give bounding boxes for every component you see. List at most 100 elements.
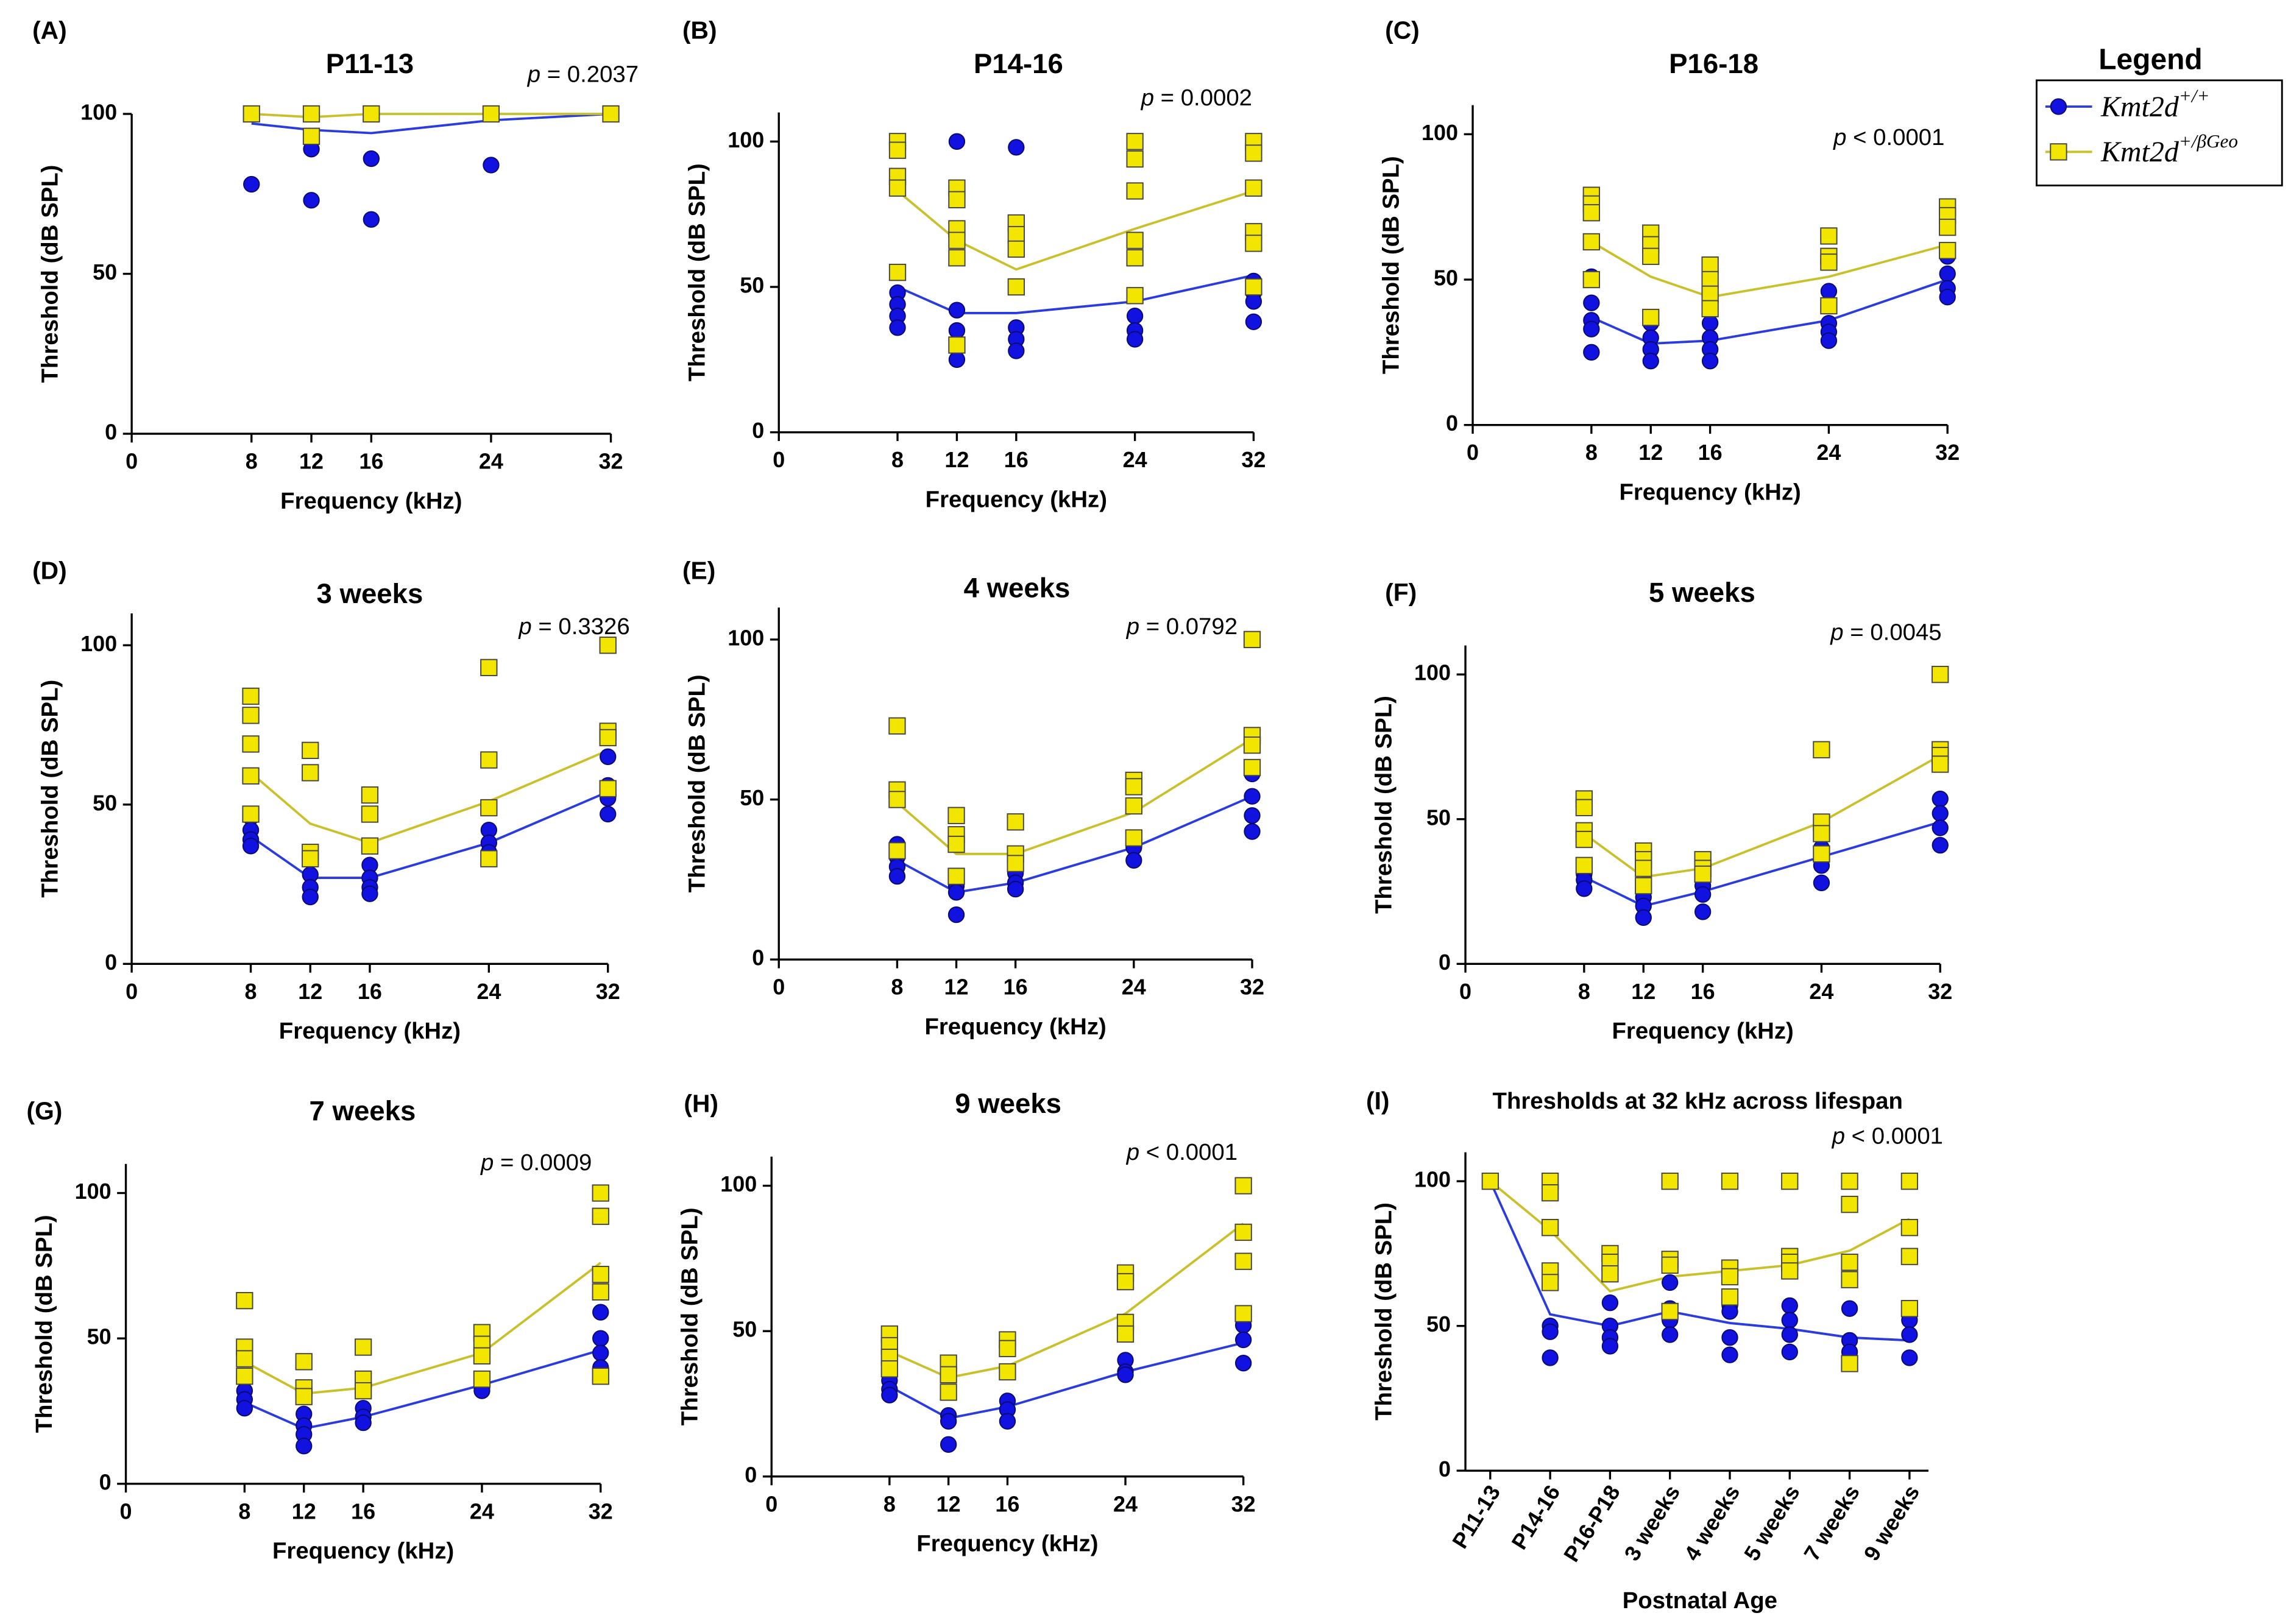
data-point — [1841, 1195, 1858, 1213]
data-point — [1125, 778, 1142, 796]
data-point — [1932, 819, 1949, 836]
data-point — [1820, 297, 1838, 315]
data-point — [1721, 1346, 1738, 1363]
data-point — [1582, 270, 1600, 289]
data-point — [1721, 1329, 1738, 1346]
data-point — [948, 231, 966, 249]
data-point — [295, 1388, 313, 1405]
data-point — [1820, 332, 1838, 349]
data-point — [1841, 1254, 1858, 1271]
mean-line — [244, 1262, 601, 1395]
data-point — [948, 351, 966, 368]
data-point — [236, 1291, 253, 1310]
y-axis-label: Threshold (dB SPL) — [1378, 156, 1404, 374]
panel-label: (C) — [1385, 16, 1420, 44]
x-tick-label: 16 — [1004, 447, 1029, 472]
p-text: = 0.0002 — [1154, 85, 1252, 111]
x-tick-label: 24 — [1809, 979, 1833, 1004]
y-tick-label: 0 — [105, 420, 117, 445]
x-tick-label: 12 — [1631, 979, 1655, 1004]
data-point — [999, 1413, 1016, 1430]
x-tick-label: 16 — [359, 449, 383, 474]
data-point — [1542, 1349, 1559, 1366]
data-point — [355, 1382, 372, 1400]
mean-line — [1489, 1181, 1910, 1342]
y-tick-label: 100 — [1414, 1167, 1451, 1192]
panel-label: (D) — [32, 557, 67, 585]
data-point — [948, 191, 966, 208]
y-tick-label: 100 — [75, 1179, 112, 1204]
data-point — [1932, 666, 1949, 683]
data-point — [1007, 813, 1024, 831]
data-point — [1244, 823, 1261, 840]
data-point — [1126, 150, 1144, 168]
panel-label: (G) — [27, 1097, 63, 1125]
data-point — [1701, 256, 1719, 274]
x-axis-label: Postnatal Age — [1623, 1587, 1777, 1614]
data-point — [242, 707, 260, 724]
y-tick-label: 0 — [1446, 411, 1458, 436]
data-point — [1901, 1349, 1918, 1366]
data-point — [599, 637, 617, 654]
x-axis-label: Frequency (kHz) — [926, 486, 1107, 512]
data-point — [1575, 830, 1593, 849]
y-tick-label: 50 — [740, 785, 764, 810]
p-value: p = 0.0045 — [1830, 620, 1941, 646]
p-symbol: p — [1832, 1123, 1845, 1149]
data-point — [242, 687, 260, 705]
data-point — [303, 192, 320, 209]
p-value: p < 0.0001 — [1832, 1123, 1943, 1149]
data-point — [1245, 278, 1262, 296]
data-point — [482, 105, 500, 123]
data-point — [1813, 845, 1830, 863]
data-point — [1781, 1172, 1799, 1190]
data-point — [302, 741, 319, 760]
data-point — [1576, 880, 1593, 897]
x-tick-label: 32 — [1240, 975, 1264, 1000]
data-point — [592, 1266, 609, 1283]
x-tick-label: 24 — [1816, 440, 1841, 465]
x-tick-label: 8 — [891, 975, 903, 1000]
data-point — [888, 842, 906, 860]
data-point — [1694, 903, 1712, 920]
data-point — [1820, 253, 1838, 271]
p-text: = 0.2037 — [540, 62, 639, 88]
data-point — [242, 735, 260, 753]
p-text: = 0.0792 — [1139, 613, 1238, 640]
data-point — [473, 1370, 491, 1388]
p-value: p = 0.2037 — [527, 62, 639, 88]
data-point — [1662, 1274, 1679, 1291]
y-axis-label: Threshold (dB SPL) — [1370, 696, 1397, 914]
y-tick-label: 100 — [80, 100, 117, 125]
data-point — [1007, 278, 1025, 296]
data-point — [940, 1383, 957, 1401]
x-tick-label: 9 weeks — [1858, 1481, 1924, 1566]
y-tick-label: 50 — [732, 1317, 757, 1342]
legend-superscript: +/+ — [2179, 85, 2210, 107]
panel-label: (H) — [684, 1090, 718, 1118]
mean-line — [251, 113, 611, 135]
x-tick-label: P16-P18 — [1559, 1481, 1625, 1566]
y-tick-label: 50 — [1426, 1312, 1451, 1336]
data-point — [1661, 1256, 1679, 1274]
data-point — [1701, 352, 1719, 370]
data-point — [1007, 855, 1024, 872]
x-tick-label: 16 — [351, 1499, 375, 1523]
data-point — [940, 1436, 957, 1453]
y-axis-label: Threshold (dB SPL) — [1370, 1202, 1397, 1421]
data-point — [947, 867, 965, 885]
data-point — [242, 767, 260, 785]
data-point — [1900, 1300, 1919, 1318]
data-point — [1583, 344, 1600, 361]
x-tick-label: 24 — [1113, 1491, 1138, 1516]
panel-title: P14-16 — [974, 48, 1063, 79]
data-point — [1813, 741, 1830, 758]
data-point — [1635, 860, 1652, 877]
x-tick-label: 12 — [937, 1491, 961, 1516]
data-point — [1939, 218, 1956, 236]
data-point — [1694, 865, 1712, 883]
data-point — [480, 850, 498, 867]
y-tick-label: 50 — [93, 790, 117, 815]
data-point — [1243, 758, 1261, 777]
data-point — [947, 807, 965, 824]
